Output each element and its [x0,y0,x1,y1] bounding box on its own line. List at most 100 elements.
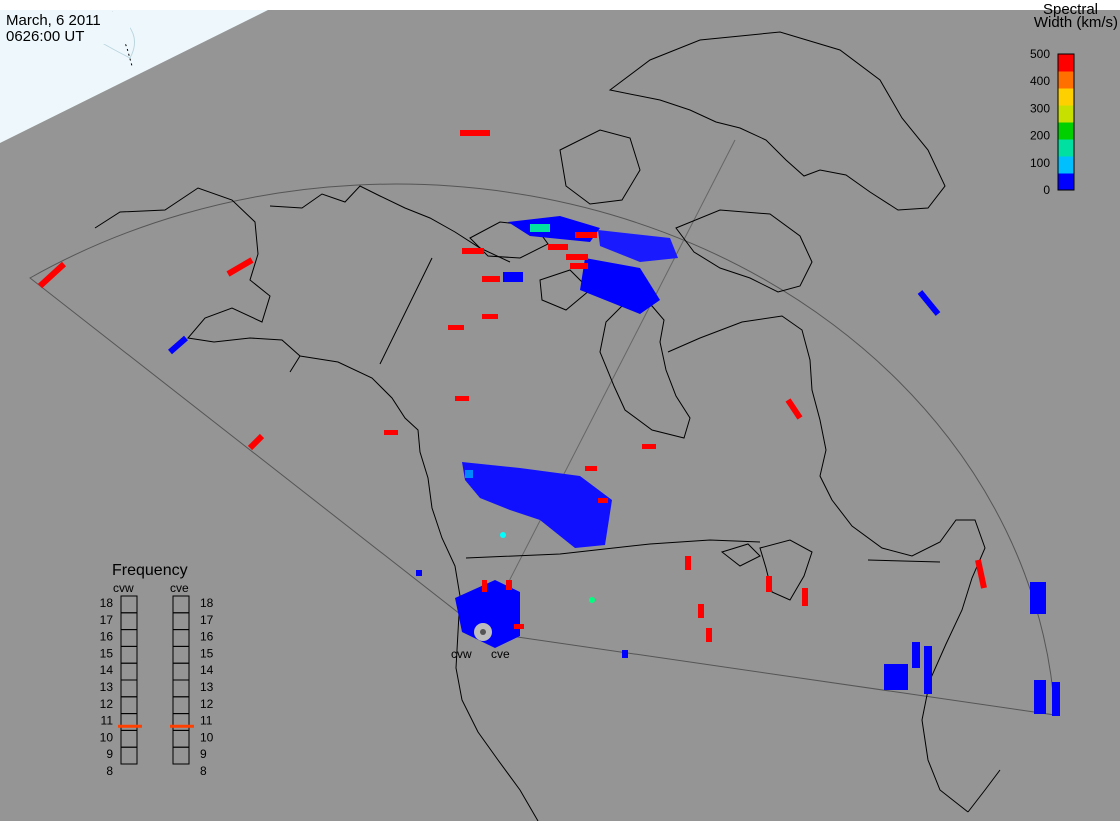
echo-blue-east-2 [884,664,908,690]
radar-label-cve: cve [491,647,510,661]
baffin-island [675,209,813,293]
echo-red-ne-1 [975,559,987,589]
echo-arctic-blue-4 [503,272,523,282]
frequency-level-label-left: 8 [106,764,113,778]
echo-green-dot [589,597,595,603]
radar-label-cvw: cvw [451,647,472,661]
echo-blue-east-1 [1030,582,1046,614]
echo-red-c [482,314,498,319]
colorbar-swatch [1058,122,1074,140]
frequency-level-labels: 18 18 17 17 16 16 15 15 14 14 13 13 12 12 11 11 10 10 9 9 8 8 [100,596,214,778]
colorbar-swatch [1058,139,1074,157]
echo-red-bc [247,433,265,451]
echo-blue-greenland-coast [917,290,941,316]
echo-patch-arctic-blue-2 [598,230,678,262]
echo-mid-cyan-dot [500,532,506,538]
colorbar-swatches [1058,54,1074,191]
echo-arctic-red-3 [566,254,588,260]
arctic-island-2 [559,129,641,205]
echo-arctic-red-2 [548,244,568,250]
frequency-panel: Frequency cvw cve 18 18 17 17 16 16 15 15 14 14 13… [100,562,214,778]
echo-red-us-4 [766,576,772,592]
echo-blue-alaska [168,335,188,355]
frequency-cell-cve [172,746,190,765]
echo-patch-arctic-blue [580,258,660,314]
echo-red-us-2 [698,604,704,618]
arctic-island-3 [539,269,591,311]
frequency-level-label-left: 10 [100,730,114,744]
frequency-level-label-left: 17 [100,613,114,627]
us-east-coast [967,769,1001,813]
frequency-radar-label-cvw: cvw [113,581,134,595]
echo-blue-east-6 [1052,682,1060,716]
echo-red-us-1 [685,556,691,570]
colorbar-tick-label: 500 [1030,47,1050,61]
echo-near-red-2 [506,580,512,590]
frequency-level-label-right: 11 [200,714,213,728]
echo-arctic-red-1 [575,232,597,238]
map-background [0,10,1120,821]
echo-blue-east-4 [924,646,932,694]
us-northeast-border [867,559,941,563]
colorbar-swatch [1058,54,1074,72]
radar-site-center [480,629,486,635]
colorbar-tick-label: 300 [1030,101,1050,115]
echo-blue-east-3 [912,642,920,668]
lake-superior [720,543,761,567]
canada-us-border [465,539,761,559]
date-label: March, 6 2011 [6,12,101,29]
colorbar-ticks: 500 400 300 200 100 0 [1030,47,1050,197]
cvw-cve-boundary-beam [482,139,736,633]
frequency-level-label-left: 16 [100,630,114,644]
frequency-level-label-left: 9 [106,747,113,761]
political-borders [379,257,941,563]
echo-red-top [460,130,490,136]
frequency-level-label-right: 8 [200,764,207,778]
colorbar-swatch [1058,88,1074,106]
field-of-view-outline [29,183,1056,716]
echo-patch-mid-blue [462,462,612,548]
spectral-width-colorbar: Spectral Width (km/s) 500 400 300 200 100 0 [1030,1,1118,197]
top-margin [0,0,1120,10]
echo-mid-cyan [465,470,473,478]
echo-arctic-red-4 [570,263,588,269]
labrador-coast [667,315,986,813]
colorbar-tick-label: 200 [1030,129,1050,143]
echo-red-us-3 [706,628,712,642]
colorbar-tick-label: 100 [1030,156,1050,170]
great-lakes [759,539,813,601]
colorbar-frame [1057,53,1075,191]
greenland [608,31,946,211]
coastlines [94,31,1001,821]
frequency-level-label-left: 13 [100,680,114,694]
north-coast [269,185,511,263]
frequency-level-label-right: 15 [200,646,214,660]
frequency-level-label-right: 9 [200,747,207,761]
frequency-cells [120,595,190,765]
echo-red-far-west [37,261,67,289]
frequency-level-label-left: 15 [100,646,114,660]
colorbar-swatch [1058,156,1074,174]
echo-mid-red-2 [598,498,608,503]
colorbar-swatch [1058,71,1074,89]
echo-red-b [482,276,500,282]
colorbar-tick-label: 400 [1030,74,1050,88]
frequency-level-label-left: 12 [100,697,114,711]
echo-blue-small-west [416,570,422,576]
echo-red-us-5 [802,588,808,606]
pacific-coast [299,355,539,821]
frequency-level-label-right: 12 [200,697,214,711]
echo-red-d [448,325,464,330]
echo-blue-east-5 [1034,680,1046,714]
frequency-level-label-left: 18 [100,596,114,610]
echo-red-labrador [785,398,803,420]
alaska-coast [94,187,301,373]
frequency-level-label-right: 18 [200,596,214,610]
alaska-canada-border [379,257,433,365]
radar-echoes [37,130,1060,716]
colorbar-title-line-2: Width (km/s) [1034,14,1118,31]
colorbar-swatch [1058,173,1074,191]
frequency-level-label-right: 13 [200,680,214,694]
frequency-level-label-right: 10 [200,730,214,744]
